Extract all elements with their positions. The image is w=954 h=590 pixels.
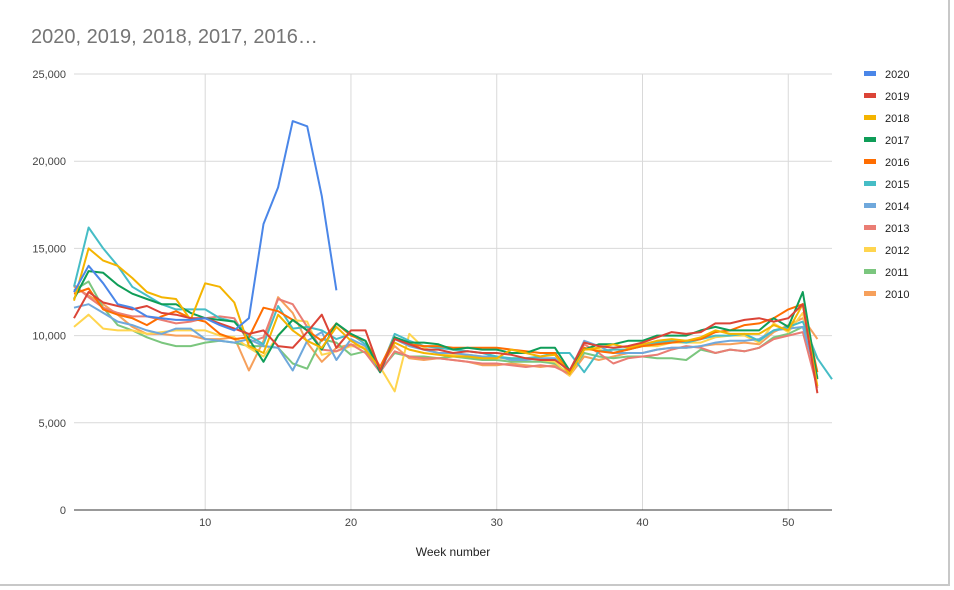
- x-tick-label: 50: [782, 517, 794, 529]
- x-tick-label: 30: [491, 517, 503, 529]
- legend-label-2011: 2011: [885, 267, 909, 279]
- series-line-2011: [73, 280, 819, 375]
- legend-label-2016: 2016: [885, 157, 909, 169]
- y-tick-label: 15,000: [32, 243, 66, 255]
- x-axis-label: Week number: [416, 545, 490, 559]
- series-line-2018: [73, 247, 819, 387]
- legend-label-2013: 2013: [885, 223, 909, 235]
- legend-swatch-2018: [864, 115, 876, 120]
- legend-swatch-2020: [864, 71, 876, 76]
- series-line-2017: [73, 270, 819, 380]
- y-tick-label: 10,000: [32, 331, 66, 343]
- y-tick-label: 20,000: [32, 156, 66, 168]
- legend-label-2014: 2014: [885, 201, 909, 213]
- legend-label-2015: 2015: [885, 179, 909, 191]
- legend-swatch-2014: [864, 203, 876, 208]
- y-tick-label: 25,000: [32, 69, 66, 81]
- series-line-2014: [73, 303, 819, 378]
- x-tick-label: 20: [345, 517, 357, 529]
- x-tick-label: 10: [199, 517, 211, 529]
- legend-label-2018: 2018: [885, 113, 909, 125]
- x-tick-label: 40: [636, 517, 648, 529]
- legend-swatch-2012: [864, 247, 876, 252]
- y-tick-label: 0: [60, 505, 66, 517]
- legend-label-2010: 2010: [885, 289, 909, 301]
- legend-label-2017: 2017: [885, 135, 909, 147]
- legend-swatch-2019: [864, 93, 876, 98]
- legend-swatch-2013: [864, 225, 876, 230]
- legend-label-2020: 2020: [885, 69, 909, 81]
- legend-swatch-2011: [864, 269, 876, 274]
- series-line-2020: [73, 120, 338, 332]
- chart-title: 2020, 2019, 2018, 2017, 2016…: [31, 26, 318, 48]
- y-tick-label: 5,000: [38, 418, 66, 430]
- legend-swatch-2015: [864, 181, 876, 186]
- legend-swatch-2010: [864, 291, 876, 296]
- legend-label-2012: 2012: [885, 245, 909, 257]
- legend-swatch-2016: [864, 159, 876, 164]
- legend-label-2019: 2019: [885, 91, 909, 103]
- legend-swatch-2017: [864, 137, 876, 142]
- series-line-2019: [73, 291, 819, 394]
